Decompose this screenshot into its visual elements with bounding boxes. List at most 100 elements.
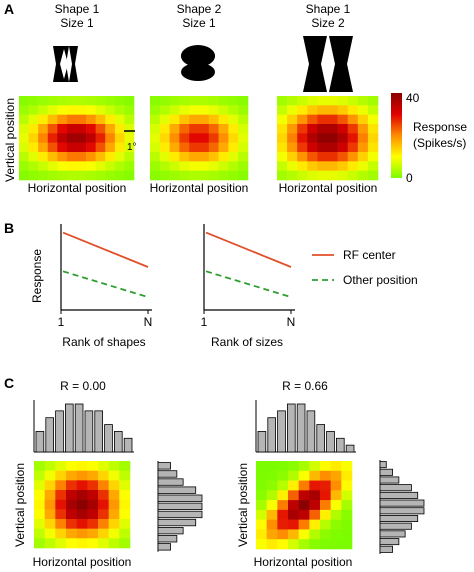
map2-xlabel: Horizontal position bbox=[150, 181, 249, 195]
example2-map-cell bbox=[330, 470, 342, 481]
example1-map-cell bbox=[66, 499, 77, 510]
example1-map-cell bbox=[55, 509, 67, 520]
map2-cell bbox=[159, 96, 170, 106]
panel-c-label: C bbox=[4, 375, 14, 391]
example1-map-cell bbox=[119, 490, 131, 500]
map1-cell bbox=[105, 170, 116, 181]
example1-map-cell bbox=[34, 509, 45, 520]
example1-map-cell bbox=[119, 538, 131, 549]
map3-cell bbox=[327, 161, 338, 171]
map2-cell bbox=[238, 152, 249, 162]
plot2-xlabel: Rank of sizes bbox=[211, 335, 283, 349]
example1-map-cell bbox=[108, 490, 120, 500]
map2-cell bbox=[159, 161, 170, 171]
example2-map-cell bbox=[330, 500, 342, 511]
map2-cell bbox=[208, 124, 219, 134]
example1-vertical-histogram bbox=[157, 461, 203, 552]
panel-b-label: B bbox=[4, 220, 14, 236]
map3-cell bbox=[357, 105, 369, 115]
example1-side-hist-bar bbox=[157, 494, 203, 502]
example1-map-cell bbox=[76, 509, 88, 520]
map1-cell bbox=[86, 96, 96, 106]
colorbar bbox=[391, 93, 402, 178]
map1-cell bbox=[38, 114, 49, 125]
example2-map-cell bbox=[298, 539, 310, 550]
map1-cell bbox=[47, 152, 58, 162]
map3-cell bbox=[287, 133, 298, 143]
example2-side-hist-bar bbox=[379, 476, 400, 484]
example2-side-hist-bar bbox=[379, 522, 412, 530]
example2-map-cell bbox=[309, 519, 321, 530]
map1-cell bbox=[114, 133, 125, 143]
map3-cell bbox=[347, 142, 359, 153]
example2-title: R = 0.66 bbox=[282, 379, 328, 393]
colorbar-title-line1: Response bbox=[413, 120, 467, 134]
example2-map-cell bbox=[320, 519, 331, 530]
map1-cell bbox=[57, 124, 68, 134]
map1-cell bbox=[124, 152, 135, 162]
response-map-shape1-size1 bbox=[19, 96, 135, 181]
map1-cell bbox=[105, 142, 116, 153]
map2-cell bbox=[150, 114, 161, 125]
example1-map-cell bbox=[76, 461, 88, 471]
map3-cell bbox=[357, 133, 369, 143]
map3-cell bbox=[337, 96, 348, 106]
map1-cell bbox=[47, 170, 58, 181]
map3-cell bbox=[357, 161, 369, 171]
map3-cell bbox=[307, 133, 318, 143]
example2-map-cell bbox=[320, 529, 331, 540]
example2-map-cell bbox=[266, 500, 278, 511]
map1-cell bbox=[38, 105, 49, 115]
map1-cell bbox=[57, 170, 68, 181]
example1-side-hist-bar bbox=[157, 502, 203, 511]
map2-cell bbox=[169, 96, 180, 106]
example1-map-cell bbox=[119, 470, 131, 481]
response-map-shape2-size1 bbox=[150, 96, 249, 181]
map3-cell bbox=[317, 152, 328, 162]
map3-cell bbox=[317, 96, 328, 106]
example1-map-cell bbox=[76, 470, 88, 481]
map2-cell bbox=[159, 124, 170, 134]
map1-cell bbox=[38, 152, 49, 162]
map1-cell bbox=[66, 142, 77, 153]
example2-map-cell bbox=[288, 470, 299, 481]
example1-hist-bar bbox=[123, 437, 133, 453]
map2-cell bbox=[159, 133, 170, 143]
example1-title: R = 0.00 bbox=[60, 379, 106, 393]
map1-cell bbox=[19, 133, 29, 143]
map2-cell bbox=[228, 170, 239, 181]
map3-cell bbox=[277, 161, 288, 171]
map3-cell bbox=[307, 124, 318, 134]
map2-cell bbox=[218, 114, 229, 125]
example1-map-cell bbox=[108, 528, 120, 539]
example1-map-cell bbox=[98, 470, 109, 481]
map3-title-line1: Shape 1 bbox=[306, 2, 351, 16]
map1-cell bbox=[57, 96, 68, 106]
example1-map-cell bbox=[108, 461, 120, 471]
map1-cell bbox=[57, 133, 68, 143]
map3-cell bbox=[277, 124, 288, 134]
example1-map-cell bbox=[87, 538, 99, 549]
map2-cell bbox=[189, 114, 200, 125]
map2-cell bbox=[189, 142, 200, 153]
map1-cell bbox=[124, 142, 135, 153]
map1-cell bbox=[114, 161, 125, 171]
example1-side-hist-bar bbox=[157, 478, 184, 486]
map1-cell bbox=[114, 114, 125, 125]
map3-cell bbox=[337, 161, 348, 171]
map2-cell bbox=[238, 105, 249, 115]
example1-ylabel: Vertical position bbox=[13, 463, 27, 547]
map1-cell bbox=[105, 161, 116, 171]
example2-hist-bar bbox=[257, 431, 267, 453]
example2-map-cell bbox=[320, 490, 331, 501]
example2-map-cell bbox=[330, 519, 342, 530]
map2-cell bbox=[238, 96, 249, 106]
example2-hist-bar bbox=[306, 410, 316, 453]
map1-cell bbox=[28, 133, 39, 143]
map1-cell bbox=[76, 152, 87, 162]
map3-cell bbox=[327, 152, 338, 162]
map2-cell bbox=[208, 152, 219, 162]
map3-cell bbox=[277, 105, 288, 115]
example2-map-cell bbox=[330, 539, 342, 550]
map3-cell bbox=[297, 152, 308, 162]
